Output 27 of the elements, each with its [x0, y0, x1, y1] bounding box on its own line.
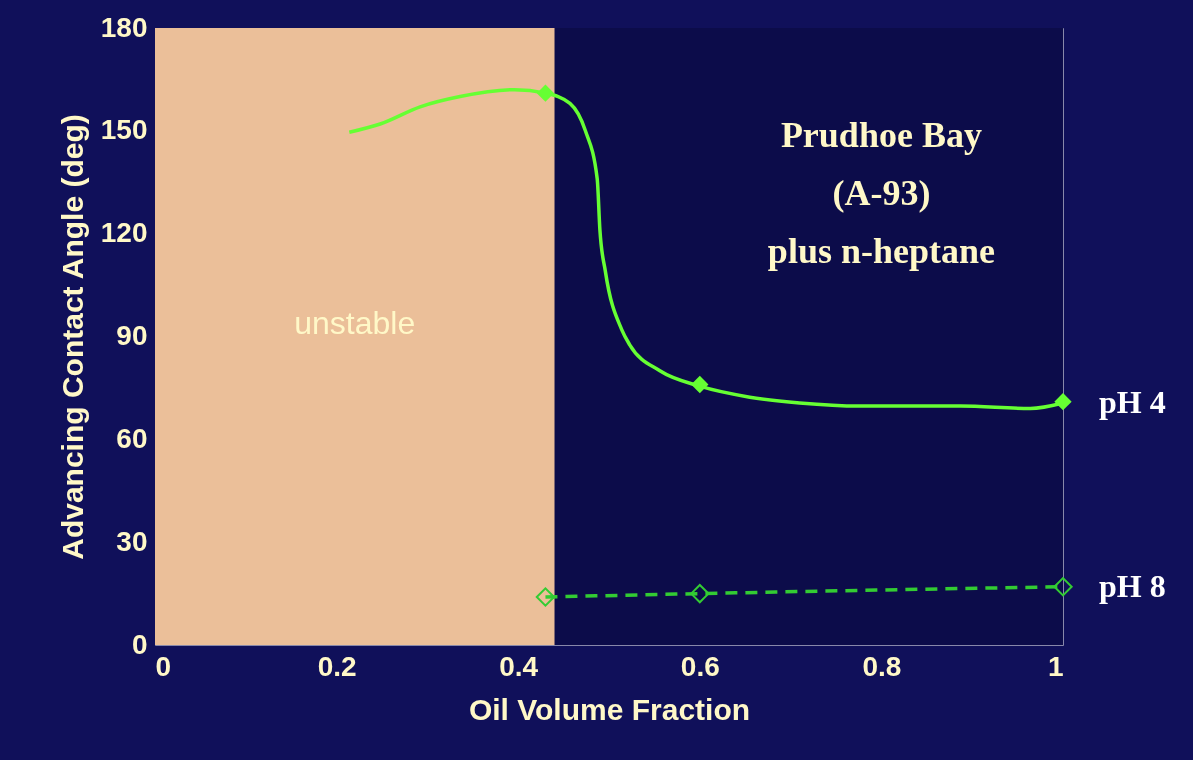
- y-axis-title: Advancing Contact Angle (deg): [55, 114, 89, 560]
- x-tick-label: 0.2: [317, 650, 357, 682]
- annotation: (A-93): [832, 173, 931, 213]
- x-tick-label: 0.8: [862, 650, 902, 682]
- y-tick-label: 180: [100, 11, 148, 43]
- x-tick-label: 0.4: [499, 650, 539, 682]
- annotation: plus n-heptane: [767, 231, 995, 271]
- point: [1053, 577, 1073, 597]
- y-tick-label: 90: [116, 320, 148, 351]
- x-axis-title: Oil Volume Fraction: [468, 692, 751, 726]
- y-tick-label: 150: [100, 114, 148, 146]
- point: [691, 375, 709, 394]
- y-tick-label: 120: [100, 217, 148, 249]
- y-tick-label: 30: [116, 525, 148, 557]
- point: [1054, 392, 1072, 411]
- y-tick-label: 0: [131, 628, 148, 660]
- band-label: unstable: [294, 305, 416, 342]
- point: [690, 583, 710, 604]
- series-label: pH 8: [1099, 567, 1166, 604]
- point: [536, 84, 555, 102]
- y-tick-label: 60: [116, 422, 148, 454]
- x-tick-label: 0: [155, 650, 172, 682]
- point: [535, 587, 556, 607]
- annotation: Prudhoe Bay: [780, 115, 982, 155]
- x-tick-label: 1: [1047, 650, 1064, 682]
- x-tick-label: 0.6: [680, 650, 720, 682]
- series-label: pH 4: [1099, 384, 1166, 420]
